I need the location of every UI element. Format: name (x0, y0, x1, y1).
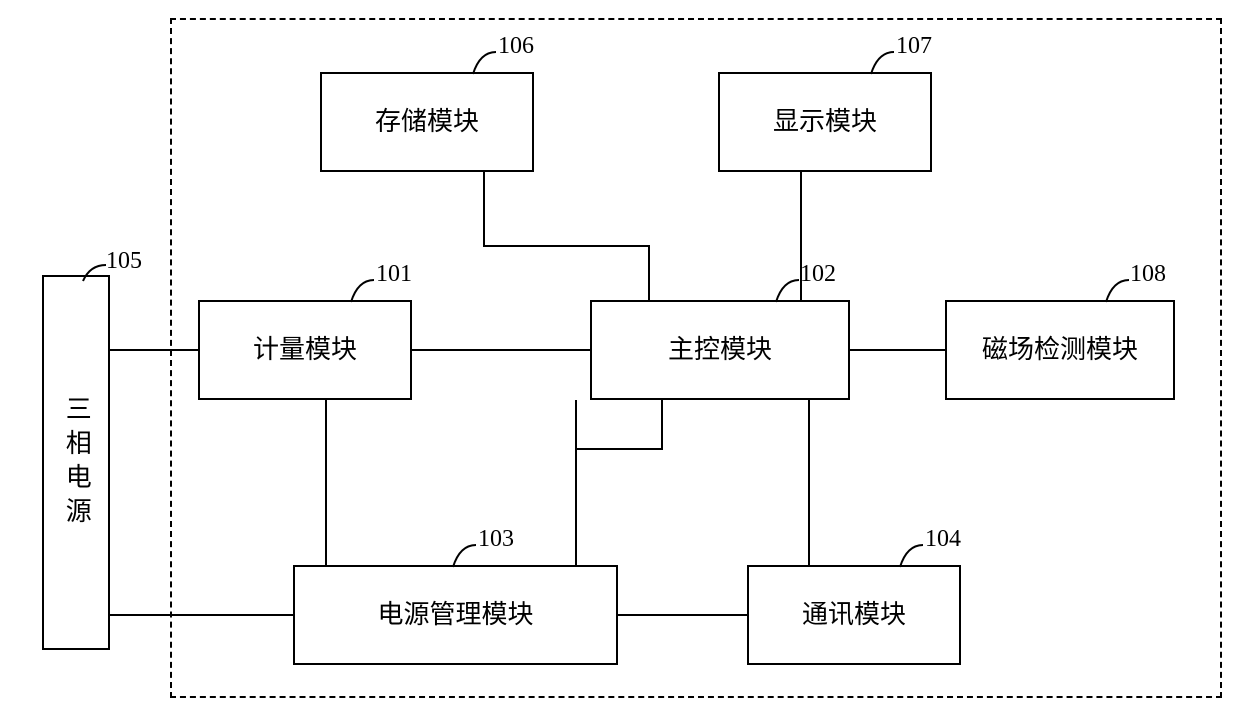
edge (618, 614, 747, 616)
edge (808, 400, 810, 565)
ref-hook-icon (452, 543, 478, 569)
ref-label-101: 101 (376, 261, 412, 288)
node-power-source: 三相电源 (42, 275, 110, 650)
node-power-management: 电源管理模块 (293, 565, 618, 665)
node-label: 电源管理模块 (377, 597, 533, 633)
edge (325, 400, 327, 565)
ref-label-104: 104 (925, 526, 961, 553)
edge (850, 349, 945, 351)
ref-hook-icon (899, 543, 925, 569)
node-magnetic-detection: 磁场检测模块 (945, 300, 1175, 400)
ref-hook-icon (870, 50, 896, 76)
ref-hook-icon (82, 263, 108, 283)
edge (483, 245, 650, 247)
node-display: 显示模块 (718, 72, 932, 172)
edge (648, 245, 650, 300)
node-metering: 计量模块 (198, 300, 412, 400)
node-label: 主控模块 (668, 332, 772, 368)
edge (575, 448, 663, 450)
ref-label-108: 108 (1130, 261, 1166, 288)
ref-label-103: 103 (478, 526, 514, 553)
edge (483, 172, 485, 247)
ref-hook-icon (775, 278, 801, 304)
node-communication: 通讯模块 (747, 565, 961, 665)
edge (575, 400, 577, 565)
edge (110, 614, 293, 616)
edge (412, 349, 590, 351)
edge (110, 349, 198, 351)
node-label: 显示模块 (773, 104, 877, 140)
ref-label-102: 102 (800, 261, 836, 288)
edge (661, 400, 663, 450)
node-storage: 存储模块 (320, 72, 534, 172)
ref-label-107: 107 (896, 33, 932, 60)
ref-hook-icon (350, 278, 376, 304)
node-label: 存储模块 (375, 104, 479, 140)
ref-hook-icon (472, 50, 498, 76)
ref-hook-icon (1105, 278, 1131, 304)
edge (800, 172, 802, 300)
node-label: 计量模块 (253, 332, 357, 368)
ref-label-105: 105 (106, 248, 142, 275)
node-label: 通讯模块 (802, 597, 906, 633)
node-label: 磁场检测模块 (982, 332, 1138, 368)
ref-label-106: 106 (498, 33, 534, 60)
node-label: 三相电源 (58, 395, 94, 531)
node-main-control: 主控模块 (590, 300, 850, 400)
